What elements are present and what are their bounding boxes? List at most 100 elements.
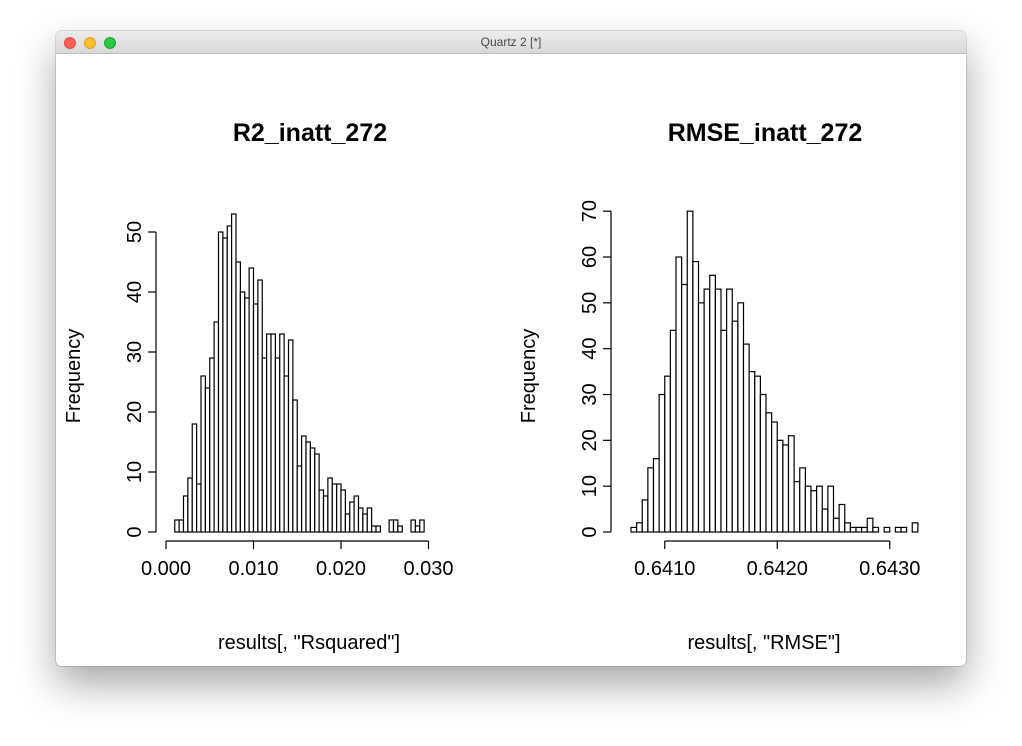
histogram-bar: [703, 288, 711, 533]
histogram-bar: [309, 447, 316, 533]
histogram-bar: [344, 513, 351, 533]
histogram-bar: [257, 279, 263, 533]
plot-canvas: R2_inatt_272 results[, "Rsquared"] Frequ…: [63, 119, 920, 654]
histogram-bar: [217, 231, 224, 533]
histogram-bar: [327, 477, 333, 533]
histogram-bar: [692, 260, 700, 533]
histogram-bar: [248, 267, 255, 533]
histogram-bar: [793, 480, 801, 533]
histogram-bar: [883, 526, 891, 533]
histogram-bar: [366, 507, 373, 533]
y-tick-label: 20: [124, 401, 146, 423]
histogram-bar: [821, 508, 829, 533]
close-button[interactable]: [64, 37, 76, 49]
histogram-bar: [414, 525, 421, 533]
histogram-bar: [235, 261, 241, 533]
histogram-bar: [737, 302, 745, 533]
histogram-bar: [799, 467, 806, 533]
histogram-bar: [231, 213, 237, 533]
chart-title: R2_inatt_272: [233, 119, 387, 147]
histogram-bar: [641, 499, 649, 533]
histogram-bar: [855, 526, 863, 533]
histogram-bar: [849, 526, 857, 533]
histogram-bar: [274, 357, 281, 533]
histogram-bar: [630, 526, 638, 533]
histogram-bar: [292, 399, 298, 533]
histogram-bar: [866, 517, 874, 533]
histogram-bar: [686, 210, 694, 533]
histogram-bar: [305, 441, 311, 533]
y-axis-label: Frequency: [518, 329, 540, 424]
histogram-bar: [178, 519, 185, 533]
y-tick-label: 40: [124, 281, 146, 303]
histogram-bar: [239, 291, 246, 533]
chart-title: RMSE_inatt_272: [668, 119, 863, 147]
histogram-bar: [759, 393, 767, 533]
y-tick-label: 0: [124, 526, 146, 537]
histogram-bar: [371, 525, 377, 533]
histogram-bar: [182, 495, 189, 533]
zoom-button[interactable]: [104, 37, 116, 49]
histogram-bar: [375, 525, 381, 533]
histogram-bar: [720, 329, 728, 533]
histogram-bar: [419, 519, 425, 533]
histogram-bar: [681, 283, 688, 533]
histogram-bar: [709, 274, 716, 533]
histogram-bar: [742, 343, 750, 533]
histogram-bar: [765, 412, 773, 533]
histogram-bar: [301, 435, 307, 533]
histogram-bar: [838, 503, 846, 533]
window-titlebar[interactable]: Quartz 2 [*]: [56, 31, 966, 54]
histogram-bar: [200, 375, 206, 533]
histogram-bar: [872, 526, 880, 533]
histogram-bar: [397, 525, 403, 533]
histogram-bar: [287, 339, 294, 533]
histogram-bar: [331, 483, 338, 533]
histogram-bar: [658, 393, 666, 533]
histogram-bar: [196, 483, 202, 533]
y-tick-label: 70: [579, 200, 601, 222]
histogram-bar: [261, 357, 268, 533]
histogram-bar: [776, 439, 784, 533]
histogram-bar: [787, 435, 795, 533]
histogram-bar: [636, 522, 643, 533]
histogram-bar: [714, 288, 722, 533]
histogram-bar: [362, 513, 368, 533]
histogram-bar: [748, 370, 756, 533]
x-tick-label: 0.6420: [747, 558, 808, 580]
histogram-bar: [279, 333, 285, 533]
histogram-bar: [652, 458, 660, 533]
histogram-bar: [244, 297, 250, 533]
histogram-bar: [252, 303, 259, 533]
histogram-bar: [726, 288, 733, 533]
histogram-r2: R2_inatt_272 results[, "Rsquared"] Frequ…: [63, 119, 454, 654]
minimize-button[interactable]: [84, 37, 96, 49]
histogram-bar: [209, 357, 215, 533]
y-tick-label: 10: [579, 475, 601, 497]
histogram-bar: [226, 225, 233, 533]
histogram-bar: [754, 375, 761, 533]
histogram-bar: [647, 467, 655, 533]
histogram-bar: [669, 329, 677, 533]
histogram-bar: [187, 477, 193, 533]
y-tick-label: 30: [124, 341, 146, 363]
histogram-bar: [771, 421, 778, 533]
histogram-bar: [336, 483, 342, 533]
x-tick-label: 0.6410: [634, 558, 695, 580]
histogram-bar: [675, 256, 683, 533]
histogram-bar: [816, 485, 823, 533]
y-tick-label: 50: [579, 292, 601, 314]
y-tick-label: 40: [579, 338, 601, 360]
histogram-rmse: RMSE_inatt_272 results[, "RMSE"] Frequen…: [518, 119, 920, 654]
histogram-bar: [222, 237, 228, 533]
histogram-bar: [266, 333, 272, 533]
x-tick-label: 0.010: [228, 558, 278, 580]
histogram-bar: [296, 465, 303, 533]
x-axis-label: results[, "RMSE"]: [687, 632, 840, 654]
quartz-window: Quartz 2 [*] R2_inatt_272 results[, "Rsq…: [56, 31, 966, 666]
histogram-bar: [174, 519, 180, 533]
histogram-bar: [314, 453, 320, 533]
y-tick-label: 10: [124, 461, 146, 483]
histogram-bar: [204, 387, 211, 533]
histogram-bar: [318, 489, 325, 533]
